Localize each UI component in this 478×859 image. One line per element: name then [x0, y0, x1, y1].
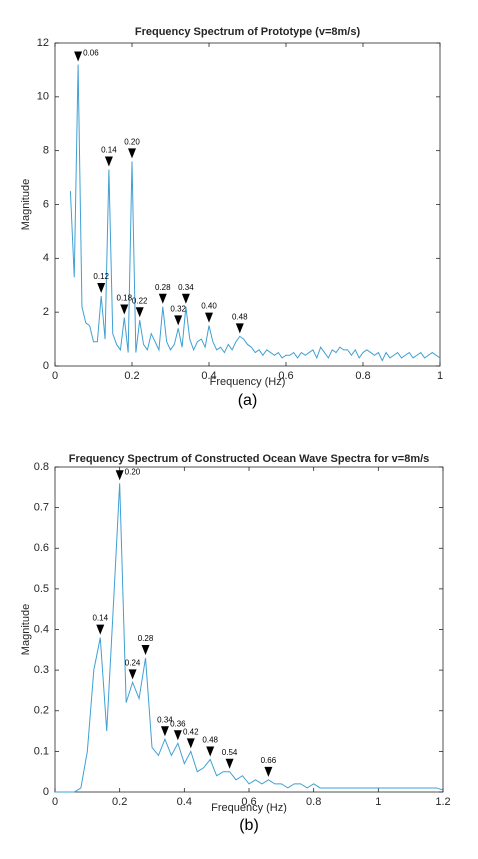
peak-marker: [206, 746, 215, 757]
peak-marker: [174, 315, 183, 326]
peak-marker: [225, 758, 234, 769]
peak-label: 0.34: [157, 715, 173, 724]
spectrum-line: [69, 64, 441, 362]
peak-marker: [74, 51, 83, 62]
peak-label: 0.36: [170, 719, 186, 728]
y-axis-label: Magnitude: [20, 604, 32, 655]
peak-marker: [135, 307, 144, 318]
peak-label: 0.48: [202, 736, 218, 745]
y-tick-label: 2: [43, 306, 49, 318]
chart-title: Frequency Spectrum of Prototype (v=8m/s): [135, 26, 361, 38]
peak-label: 0.34: [178, 283, 194, 292]
x-tick-label: 0: [52, 796, 58, 808]
y-tick-label: 0.7: [34, 502, 49, 514]
peak-label: 0.54: [222, 748, 238, 757]
y-tick-label: 4: [43, 252, 49, 264]
x-axis-label: Frequency (Hz): [211, 802, 287, 814]
peak-label: 0.20: [125, 467, 141, 476]
peak-marker: [205, 312, 213, 323]
peak-marker: [97, 283, 106, 294]
peak-marker: [173, 730, 182, 741]
caption: (a): [238, 392, 258, 409]
y-tick-label: 0.1: [34, 745, 49, 757]
peak-label: 0.28: [155, 283, 171, 292]
peak-marker: [96, 624, 105, 635]
peak-label: 0.24: [125, 658, 141, 667]
peak-label: 0.22: [132, 296, 148, 305]
y-tick-label: 0.6: [34, 542, 49, 554]
peak-marker: [158, 293, 167, 304]
peak-marker: [104, 156, 113, 167]
y-tick-label: 0.5: [34, 583, 49, 595]
axes-box: [54, 466, 444, 793]
y-axis-label: Magnitude: [20, 179, 32, 230]
peak-marker: [141, 644, 150, 655]
x-tick-label: 0.6: [241, 796, 256, 808]
peak-marker: [115, 470, 124, 481]
peak-label: 0.06: [83, 49, 99, 58]
peak-marker: [128, 669, 137, 680]
x-tick-label: 0.6: [278, 370, 293, 382]
peak-marker: [181, 293, 190, 304]
peak-label: 0.28: [138, 634, 154, 643]
x-tick-label: 0.2: [124, 370, 139, 382]
x-tick-label: 0: [52, 370, 58, 382]
x-tick-label: 0.8: [306, 796, 321, 808]
peak-label: 0.48: [232, 313, 248, 322]
peak-marker: [264, 766, 273, 777]
peak-label: 0.18: [117, 294, 133, 303]
y-tick-label: 0: [43, 360, 49, 372]
y-tick-label: 0.8: [34, 461, 49, 473]
peak-label: 0.20: [124, 138, 140, 147]
y-tick-label: 12: [37, 37, 49, 49]
y-tick-label: 8: [43, 145, 49, 157]
peak-marker: [186, 738, 195, 749]
peak-marker: [235, 323, 244, 334]
x-tick-label: 1: [437, 370, 443, 382]
peak-marker: [120, 304, 129, 315]
x-tick-label: 0.4: [201, 370, 216, 382]
x-tick-label: 1: [375, 796, 381, 808]
peak-label: 0.14: [92, 614, 108, 623]
y-tick-label: 6: [43, 198, 49, 210]
x-tick-label: 0.4: [177, 796, 192, 808]
peak-label: 0.66: [261, 756, 277, 765]
x-axis-label: Frequency (Hz): [210, 376, 286, 388]
x-tick-label: 0.8: [355, 370, 370, 382]
y-tick-label: 0.3: [34, 664, 49, 676]
x-tick-label: 0.2: [112, 796, 127, 808]
spectrum-line: [55, 483, 444, 793]
caption: (b): [239, 817, 259, 834]
y-tick-label: 10: [37, 91, 49, 103]
chart-title: Frequency Spectrum of Constructed Ocean …: [69, 453, 430, 465]
peak-label: 0.12: [93, 272, 109, 281]
y-tick-label: 0.2: [34, 705, 49, 717]
peak-label: 0.42: [183, 727, 199, 736]
peak-label: 0.32: [170, 304, 186, 313]
x-tick-label: 1.2: [435, 796, 450, 808]
peak-marker: [128, 148, 136, 159]
peak-label: 0.14: [101, 146, 117, 155]
peak-label: 0.40: [201, 302, 217, 311]
y-tick-label: 0.4: [34, 623, 49, 635]
y-tick-label: 0: [43, 786, 49, 798]
peak-marker: [160, 726, 169, 737]
